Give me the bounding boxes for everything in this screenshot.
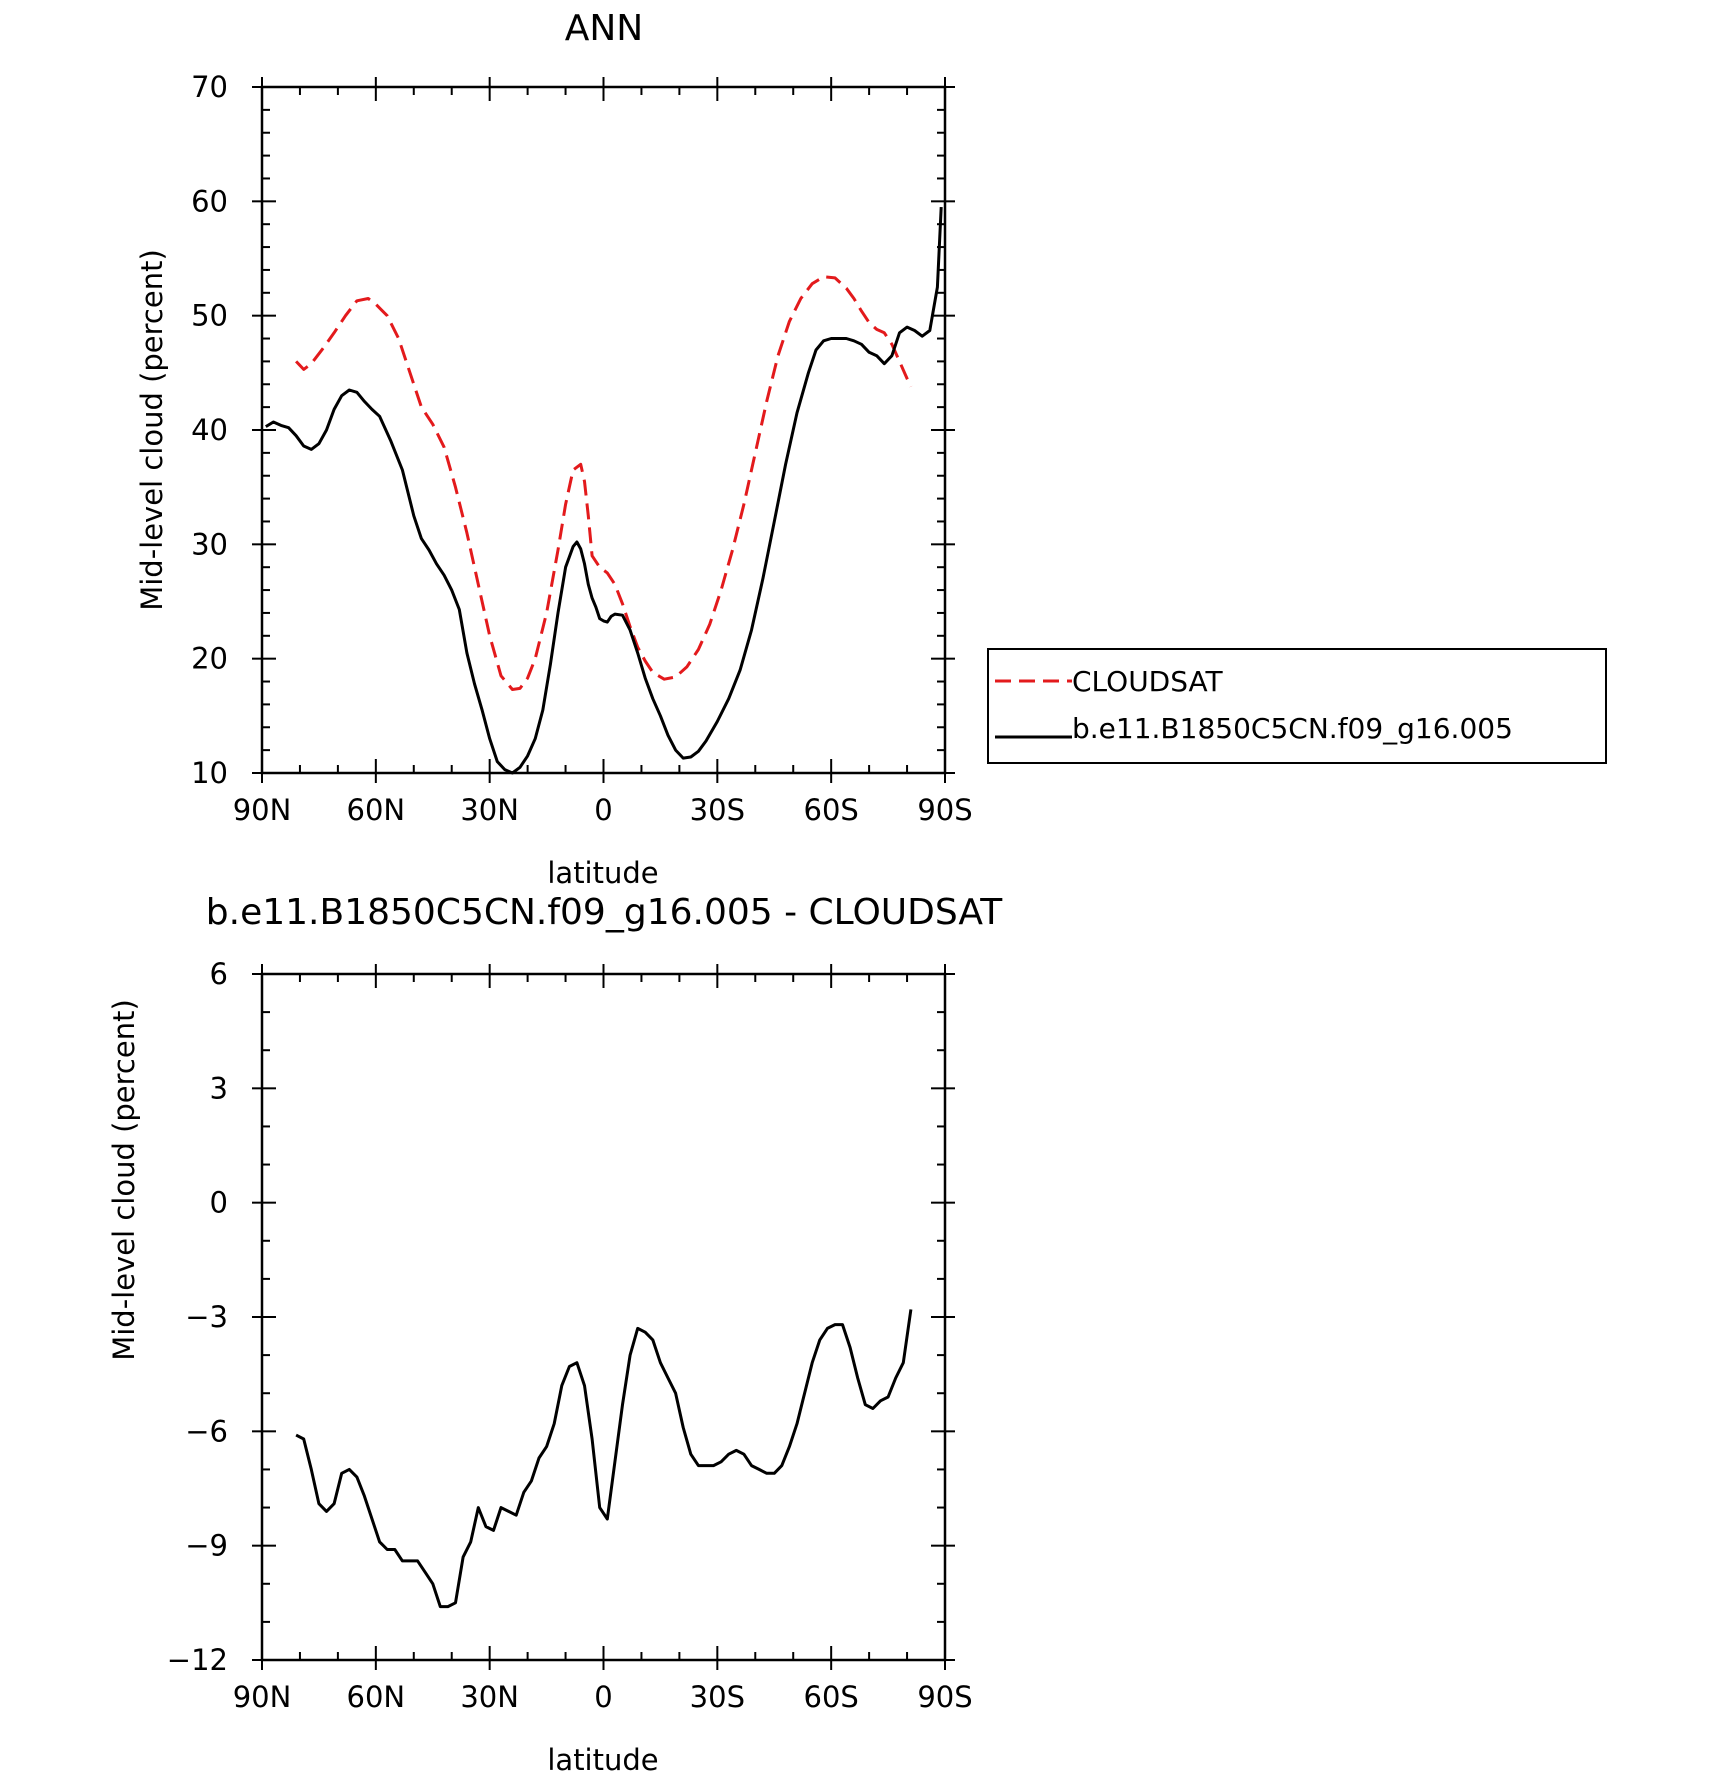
- legend: CLOUDSAT b.e11.B1850C5CN.f09_g16.005: [987, 648, 1607, 764]
- y-tick-label: 70: [191, 70, 228, 104]
- top-plot-frame: [260, 85, 947, 775]
- top-panel: ANN 10 20 30 40 50 60 70 90N 60N 30N 0 30S 60S 90S l…: [135, 8, 973, 890]
- top-x-axis-label: latitude: [547, 856, 658, 890]
- top-plot-lines: [265, 207, 943, 775]
- y-tick-label: 40: [191, 413, 228, 447]
- x-tick-label: 30N: [460, 793, 519, 827]
- top-axis-ticks: [252, 77, 955, 783]
- bottom-y-axis-label: Mid-level cloud (percent): [107, 999, 141, 1361]
- y-tick-label: 30: [191, 527, 228, 561]
- x-tick-label: 90N: [233, 1680, 292, 1714]
- bottom-chart-title: b.e11.B1850C5CN.f09_g16.005 - CLOUDSAT: [206, 892, 1003, 933]
- x-tick-label: 90N: [233, 793, 292, 827]
- legend-label-model: b.e11.B1850C5CN.f09_g16.005: [1072, 712, 1513, 745]
- top-y-axis-label: Mid-level cloud (percent): [135, 249, 169, 611]
- x-tick-label: 60N: [347, 1680, 406, 1714]
- y-tick-label: 60: [191, 184, 228, 218]
- x-tick-label: 60S: [804, 1680, 859, 1714]
- series-line-difference: [295, 1309, 913, 1609]
- legend-label-cloudsat: CLOUDSAT: [1072, 665, 1224, 698]
- x-tick-label: 60N: [347, 793, 406, 827]
- y-tick-label: 10: [191, 756, 228, 790]
- y-tick-label: 0: [210, 1186, 228, 1220]
- legend-box: [987, 648, 1607, 764]
- y-tick-label: −6: [185, 1414, 228, 1448]
- top-chart-title: ANN: [565, 8, 644, 49]
- x-tick-label: 90S: [917, 793, 972, 827]
- x-tick-label: 0: [594, 793, 612, 827]
- top-y-tick-labels: 10 20 30 40 50 60 70: [191, 70, 228, 790]
- y-tick-label: 20: [191, 642, 228, 676]
- bottom-x-axis-label: latitude: [547, 1743, 658, 1777]
- x-tick-label: 30S: [690, 1680, 745, 1714]
- y-tick-label: −9: [185, 1529, 228, 1563]
- bottom-axis-ticks: [252, 964, 955, 1670]
- x-tick-label: 30S: [690, 793, 745, 827]
- top-x-tick-labels: 90N 60N 30N 0 30S 60S 90S: [233, 793, 973, 827]
- y-tick-label: −3: [185, 1300, 228, 1334]
- x-tick-label: 0: [594, 1680, 612, 1714]
- bottom-plot-frame: [260, 972, 947, 1662]
- x-tick-label: 30N: [460, 1680, 519, 1714]
- y-tick-label: 6: [210, 957, 228, 991]
- y-tick-label: 50: [191, 299, 228, 333]
- bottom-x-tick-labels: 90N 60N 30N 0 30S 60S 90S: [233, 1680, 973, 1714]
- series-line-cloudsat: [295, 275, 913, 691]
- bottom-plot-lines: [295, 1309, 913, 1609]
- x-tick-label: 60S: [804, 793, 859, 827]
- x-tick-label: 90S: [917, 1680, 972, 1714]
- bottom-panel: b.e11.B1850C5CN.f09_g16.005 - CLOUDSAT −…: [107, 892, 1003, 1777]
- series-line-b-e11-b1850c5cn-f09-g16-005: [265, 207, 943, 775]
- y-tick-label: −12: [167, 1643, 228, 1677]
- y-tick-label: 3: [210, 1071, 228, 1105]
- bottom-y-tick-labels: −12 −9 −6 −3 0 3 6: [167, 957, 228, 1677]
